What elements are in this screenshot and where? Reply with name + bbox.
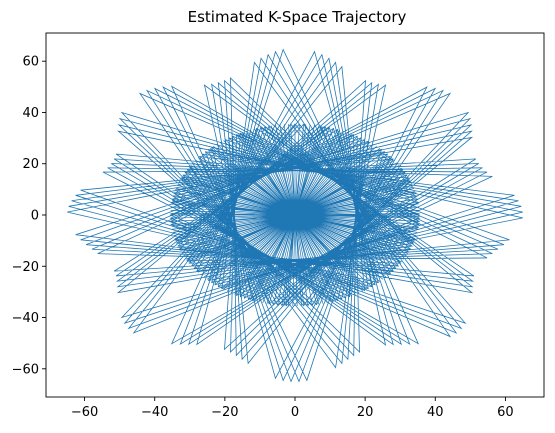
x-tick-label: −20 <box>211 405 238 420</box>
x-tick-label: 0 <box>291 405 299 420</box>
y-tick-label: 60 <box>22 55 39 70</box>
y-tick-label: 40 <box>22 106 39 121</box>
y-tick-label: 20 <box>22 157 39 172</box>
y-axis: −60 −40 −20 0 20 40 60 <box>12 55 46 377</box>
y-tick-label: −40 <box>12 311 39 326</box>
x-tick-label: −40 <box>141 405 168 420</box>
plot-area <box>45 32 545 398</box>
x-tick-label: 40 <box>427 405 444 420</box>
y-tick-label: −20 <box>12 260 39 275</box>
y-tick-label: −60 <box>12 362 39 377</box>
series-spokes-0 <box>170 124 420 306</box>
x-axis: −60 −40 −20 0 20 40 60 <box>71 397 514 420</box>
chart-title: Estimated K-Space Trajectory <box>188 8 407 26</box>
y-tick-label: 0 <box>31 209 39 224</box>
x-tick-label: 20 <box>357 405 374 420</box>
x-tick-label: 60 <box>497 405 514 420</box>
series-trajectory <box>67 48 523 383</box>
x-tick-label: −60 <box>71 405 98 420</box>
